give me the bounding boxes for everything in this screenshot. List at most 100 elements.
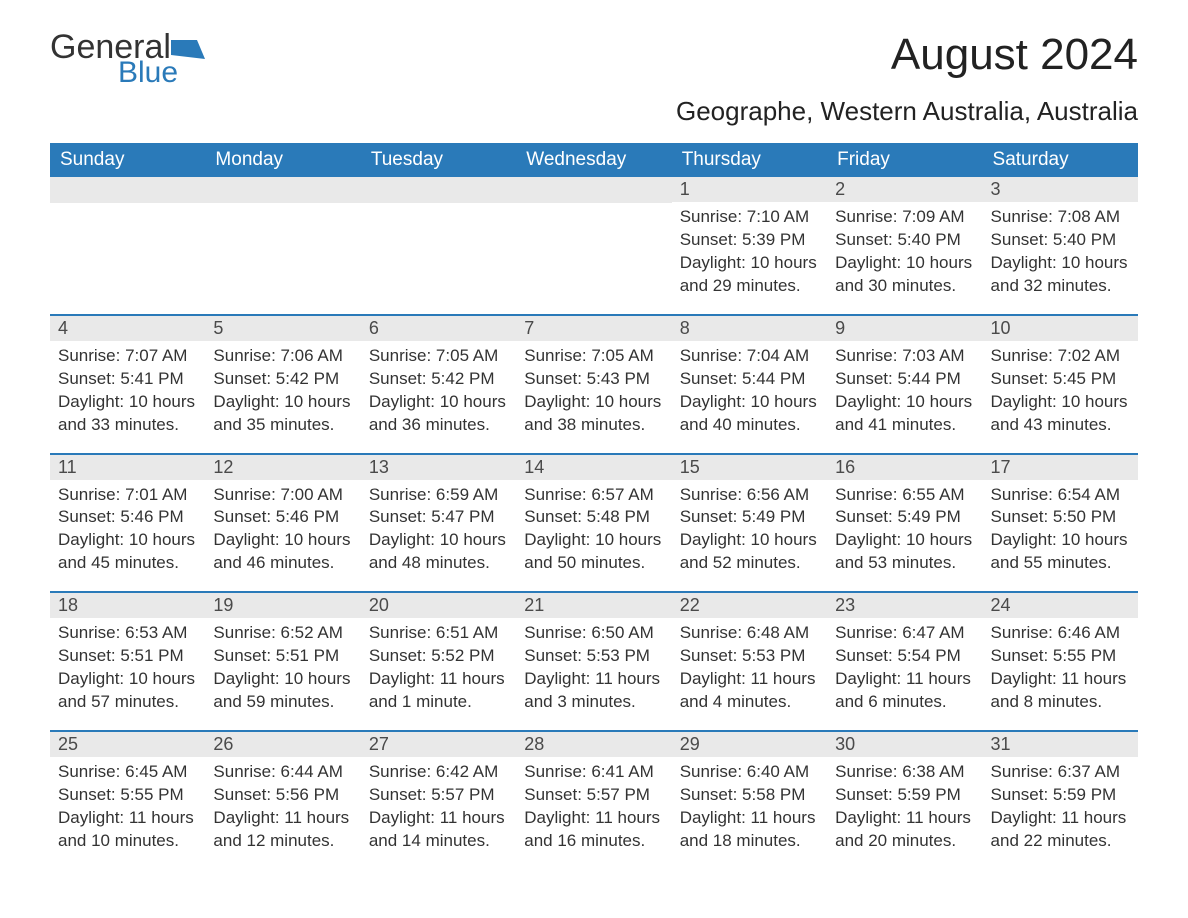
calendar-cell	[205, 177, 360, 315]
daylight-text: Daylight: 10 hours and 43 minutes.	[991, 391, 1130, 437]
daylight-text: Daylight: 11 hours and 20 minutes.	[835, 807, 974, 853]
calendar-cell: 13Sunrise: 6:59 AMSunset: 5:47 PMDayligh…	[361, 454, 516, 593]
calendar-cell: 19Sunrise: 6:52 AMSunset: 5:51 PMDayligh…	[205, 592, 360, 731]
day-number: 10	[983, 316, 1138, 341]
sunrise-text: Sunrise: 6:56 AM	[680, 484, 819, 507]
calendar-cell: 22Sunrise: 6:48 AMSunset: 5:53 PMDayligh…	[672, 592, 827, 731]
sunrise-text: Sunrise: 7:08 AM	[991, 206, 1130, 229]
daylight-text: Daylight: 10 hours and 55 minutes.	[991, 529, 1130, 575]
sunrise-text: Sunrise: 6:50 AM	[524, 622, 663, 645]
empty-day-bar	[50, 177, 205, 203]
day-header-row: SundayMondayTuesdayWednesdayThursdayFrid…	[50, 143, 1138, 177]
empty-day-bar	[361, 177, 516, 203]
calendar-week-row: 11Sunrise: 7:01 AMSunset: 5:46 PMDayligh…	[50, 454, 1138, 593]
calendar-cell: 21Sunrise: 6:50 AMSunset: 5:53 PMDayligh…	[516, 592, 671, 731]
day-details: Sunrise: 6:53 AMSunset: 5:51 PMDaylight:…	[50, 618, 205, 730]
sunset-text: Sunset: 5:54 PM	[835, 645, 974, 668]
daylight-text: Daylight: 10 hours and 46 minutes.	[213, 529, 352, 575]
sunset-text: Sunset: 5:44 PM	[835, 368, 974, 391]
daylight-text: Daylight: 11 hours and 6 minutes.	[835, 668, 974, 714]
sunrise-text: Sunrise: 6:52 AM	[213, 622, 352, 645]
calendar-cell: 11Sunrise: 7:01 AMSunset: 5:46 PMDayligh…	[50, 454, 205, 593]
day-header: Wednesday	[516, 143, 671, 177]
sunrise-text: Sunrise: 7:01 AM	[58, 484, 197, 507]
day-details: Sunrise: 6:40 AMSunset: 5:58 PMDaylight:…	[672, 757, 827, 869]
sunrise-text: Sunrise: 6:48 AM	[680, 622, 819, 645]
empty-day-content	[516, 203, 671, 313]
day-number: 1	[672, 177, 827, 202]
day-number: 17	[983, 455, 1138, 480]
calendar-cell: 18Sunrise: 6:53 AMSunset: 5:51 PMDayligh…	[50, 592, 205, 731]
day-number: 14	[516, 455, 671, 480]
day-details: Sunrise: 7:00 AMSunset: 5:46 PMDaylight:…	[205, 480, 360, 592]
sunrise-text: Sunrise: 6:46 AM	[991, 622, 1130, 645]
day-number: 9	[827, 316, 982, 341]
calendar-cell: 3Sunrise: 7:08 AMSunset: 5:40 PMDaylight…	[983, 177, 1138, 315]
sunset-text: Sunset: 5:47 PM	[369, 506, 508, 529]
sunrise-text: Sunrise: 7:00 AM	[213, 484, 352, 507]
day-details: Sunrise: 6:52 AMSunset: 5:51 PMDaylight:…	[205, 618, 360, 730]
daylight-text: Daylight: 10 hours and 48 minutes.	[369, 529, 508, 575]
sunrise-text: Sunrise: 7:02 AM	[991, 345, 1130, 368]
sunrise-text: Sunrise: 6:53 AM	[58, 622, 197, 645]
sunset-text: Sunset: 5:59 PM	[991, 784, 1130, 807]
sunrise-text: Sunrise: 6:55 AM	[835, 484, 974, 507]
day-details: Sunrise: 6:56 AMSunset: 5:49 PMDaylight:…	[672, 480, 827, 592]
sunrise-text: Sunrise: 6:57 AM	[524, 484, 663, 507]
sunset-text: Sunset: 5:57 PM	[524, 784, 663, 807]
calendar-cell: 24Sunrise: 6:46 AMSunset: 5:55 PMDayligh…	[983, 592, 1138, 731]
daylight-text: Daylight: 10 hours and 53 minutes.	[835, 529, 974, 575]
day-number: 22	[672, 593, 827, 618]
daylight-text: Daylight: 10 hours and 59 minutes.	[213, 668, 352, 714]
day-details: Sunrise: 6:42 AMSunset: 5:57 PMDaylight:…	[361, 757, 516, 869]
day-number: 7	[516, 316, 671, 341]
day-details: Sunrise: 7:05 AMSunset: 5:43 PMDaylight:…	[516, 341, 671, 453]
day-details: Sunrise: 6:54 AMSunset: 5:50 PMDaylight:…	[983, 480, 1138, 592]
day-header: Thursday	[672, 143, 827, 177]
empty-day-bar	[516, 177, 671, 203]
sunset-text: Sunset: 5:55 PM	[58, 784, 197, 807]
day-details: Sunrise: 6:46 AMSunset: 5:55 PMDaylight:…	[983, 618, 1138, 730]
day-number: 4	[50, 316, 205, 341]
header: General Blue August 2024	[50, 30, 1138, 88]
day-number: 6	[361, 316, 516, 341]
day-number: 2	[827, 177, 982, 202]
calendar-week-row: 25Sunrise: 6:45 AMSunset: 5:55 PMDayligh…	[50, 731, 1138, 869]
day-details: Sunrise: 6:44 AMSunset: 5:56 PMDaylight:…	[205, 757, 360, 869]
day-details: Sunrise: 6:45 AMSunset: 5:55 PMDaylight:…	[50, 757, 205, 869]
page-title: August 2024	[891, 30, 1138, 80]
daylight-text: Daylight: 10 hours and 30 minutes.	[835, 252, 974, 298]
calendar-cell: 26Sunrise: 6:44 AMSunset: 5:56 PMDayligh…	[205, 731, 360, 869]
day-number: 28	[516, 732, 671, 757]
daylight-text: Daylight: 11 hours and 3 minutes.	[524, 668, 663, 714]
sunset-text: Sunset: 5:55 PM	[991, 645, 1130, 668]
day-details: Sunrise: 6:50 AMSunset: 5:53 PMDaylight:…	[516, 618, 671, 730]
sunset-text: Sunset: 5:40 PM	[835, 229, 974, 252]
day-header: Monday	[205, 143, 360, 177]
daylight-text: Daylight: 10 hours and 36 minutes.	[369, 391, 508, 437]
day-details: Sunrise: 7:02 AMSunset: 5:45 PMDaylight:…	[983, 341, 1138, 453]
sunset-text: Sunset: 5:41 PM	[58, 368, 197, 391]
day-details: Sunrise: 7:03 AMSunset: 5:44 PMDaylight:…	[827, 341, 982, 453]
calendar-cell: 6Sunrise: 7:05 AMSunset: 5:42 PMDaylight…	[361, 315, 516, 454]
sunset-text: Sunset: 5:56 PM	[213, 784, 352, 807]
calendar-cell: 28Sunrise: 6:41 AMSunset: 5:57 PMDayligh…	[516, 731, 671, 869]
day-number: 29	[672, 732, 827, 757]
day-details: Sunrise: 6:59 AMSunset: 5:47 PMDaylight:…	[361, 480, 516, 592]
sunset-text: Sunset: 5:51 PM	[213, 645, 352, 668]
daylight-text: Daylight: 11 hours and 8 minutes.	[991, 668, 1130, 714]
day-number: 30	[827, 732, 982, 757]
calendar-table: SundayMondayTuesdayWednesdayThursdayFrid…	[50, 143, 1138, 869]
sunrise-text: Sunrise: 6:42 AM	[369, 761, 508, 784]
daylight-text: Daylight: 10 hours and 33 minutes.	[58, 391, 197, 437]
sunrise-text: Sunrise: 6:37 AM	[991, 761, 1130, 784]
calendar-cell	[516, 177, 671, 315]
sunrise-text: Sunrise: 7:06 AM	[213, 345, 352, 368]
calendar-cell: 8Sunrise: 7:04 AMSunset: 5:44 PMDaylight…	[672, 315, 827, 454]
sunrise-text: Sunrise: 6:45 AM	[58, 761, 197, 784]
sunset-text: Sunset: 5:59 PM	[835, 784, 974, 807]
day-details: Sunrise: 7:01 AMSunset: 5:46 PMDaylight:…	[50, 480, 205, 592]
day-header: Sunday	[50, 143, 205, 177]
day-number: 23	[827, 593, 982, 618]
day-details: Sunrise: 6:51 AMSunset: 5:52 PMDaylight:…	[361, 618, 516, 730]
